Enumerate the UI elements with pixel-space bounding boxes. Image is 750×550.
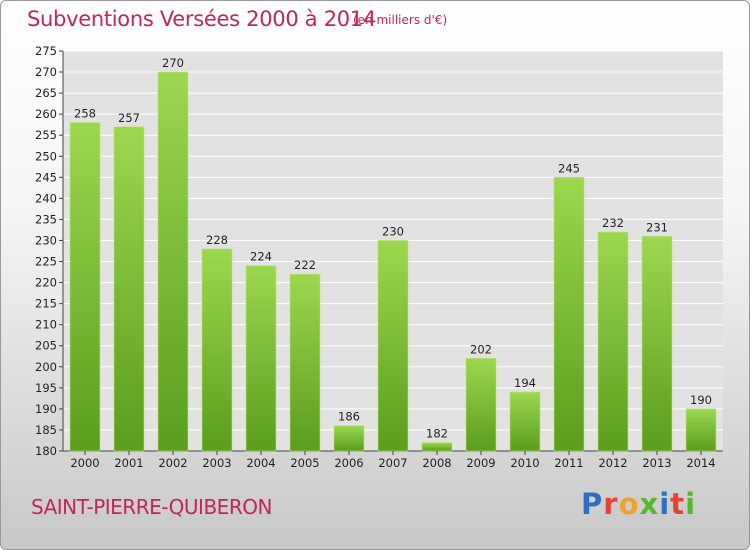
bar-value-label: 230 — [382, 224, 404, 238]
y-tick-label: 250 — [35, 149, 57, 163]
x-tick-label: 2000 — [70, 456, 99, 470]
y-tick-label: 255 — [35, 128, 57, 142]
y-tick-label: 230 — [35, 233, 57, 247]
bar-value-label: 228 — [206, 233, 228, 247]
bar-value-label: 257 — [118, 111, 140, 125]
x-tick-label: 2007 — [378, 456, 407, 470]
x-tick-label: 2003 — [202, 456, 231, 470]
x-tick-label: 2002 — [158, 456, 187, 470]
bar-value-label: 190 — [690, 393, 712, 407]
y-tick-label: 270 — [35, 65, 57, 79]
y-tick-label: 275 — [35, 44, 57, 58]
bar — [245, 265, 277, 452]
y-tick-label: 220 — [35, 276, 57, 290]
bar — [289, 273, 321, 452]
bar — [201, 248, 233, 452]
x-tick-label: 2004 — [246, 456, 275, 470]
bar — [685, 408, 717, 452]
bar-value-label: 224 — [250, 250, 272, 264]
bar — [509, 391, 541, 452]
y-tick-label: 225 — [35, 255, 57, 269]
bar — [333, 425, 365, 452]
x-tick-label: 2010 — [510, 456, 539, 470]
x-tick-label: 2013 — [642, 456, 671, 470]
bar — [377, 240, 409, 452]
logo-letter: t — [670, 487, 686, 521]
bar — [597, 231, 629, 452]
y-tick-label: 200 — [35, 360, 57, 374]
bar-value-label: 245 — [558, 161, 580, 175]
bar-value-label: 258 — [74, 107, 96, 121]
x-tick-label: 2011 — [554, 456, 583, 470]
logo-letter: r — [603, 487, 619, 521]
bar-value-label: 270 — [162, 56, 184, 70]
y-tick-label: 180 — [35, 444, 57, 458]
bar — [465, 358, 497, 452]
bar — [157, 71, 189, 452]
bar — [69, 122, 101, 452]
x-tick-label: 2009 — [466, 456, 495, 470]
bar — [113, 126, 145, 452]
y-tick-label: 235 — [35, 212, 57, 226]
y-tick-label: 240 — [35, 191, 57, 205]
y-tick-label: 210 — [35, 318, 57, 332]
x-tick-label: 2005 — [290, 456, 319, 470]
y-tick-label: 260 — [35, 107, 57, 121]
y-tick-label: 215 — [35, 297, 57, 311]
bar — [553, 177, 585, 452]
y-tick-label: 185 — [35, 423, 57, 437]
x-tick-label: 2006 — [334, 456, 363, 470]
bar-value-label: 222 — [294, 258, 316, 272]
y-tick-label: 205 — [35, 339, 57, 353]
proxiti-logo: Proxiti — [581, 487, 696, 521]
bar-value-label: 202 — [470, 342, 492, 356]
y-tick-label: 190 — [35, 402, 57, 416]
place-name: SAINT-PIERRE-QUIBERON — [31, 495, 272, 519]
y-tick-label: 265 — [35, 86, 57, 100]
x-tick-label: 2014 — [686, 456, 715, 470]
y-tick-label: 245 — [35, 170, 57, 184]
bar — [641, 235, 673, 452]
x-tick-label: 2008 — [422, 456, 451, 470]
x-tick-label: 2012 — [598, 456, 627, 470]
x-tick-label: 2001 — [114, 456, 143, 470]
bar-value-label: 182 — [426, 427, 448, 441]
logo-letter: P — [581, 487, 604, 521]
bar-value-label: 194 — [514, 376, 536, 390]
bar-value-label: 231 — [646, 220, 668, 234]
bar-value-label: 186 — [338, 410, 360, 424]
logo-letter: o — [618, 487, 640, 521]
logo-letter: x — [639, 487, 660, 521]
chart-subtitle: (en milliers d'€) — [353, 13, 448, 27]
bar-value-label: 232 — [602, 216, 624, 230]
logo-letter: i — [685, 487, 697, 521]
logo-letter: i — [659, 487, 671, 521]
chart-title: Subventions Versées 2000 à 2014 — [27, 7, 376, 31]
y-tick-label: 195 — [35, 381, 57, 395]
bar — [421, 442, 453, 452]
